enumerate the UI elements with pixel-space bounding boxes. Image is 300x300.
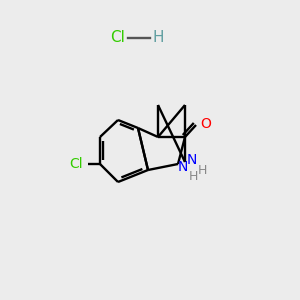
Text: H: H xyxy=(152,31,164,46)
Text: N: N xyxy=(187,153,197,167)
Text: H: H xyxy=(197,164,207,176)
Text: N: N xyxy=(178,160,188,174)
Text: O: O xyxy=(201,117,212,131)
Text: Cl: Cl xyxy=(69,157,83,171)
Text: H: H xyxy=(188,170,198,184)
Text: Cl: Cl xyxy=(111,31,125,46)
